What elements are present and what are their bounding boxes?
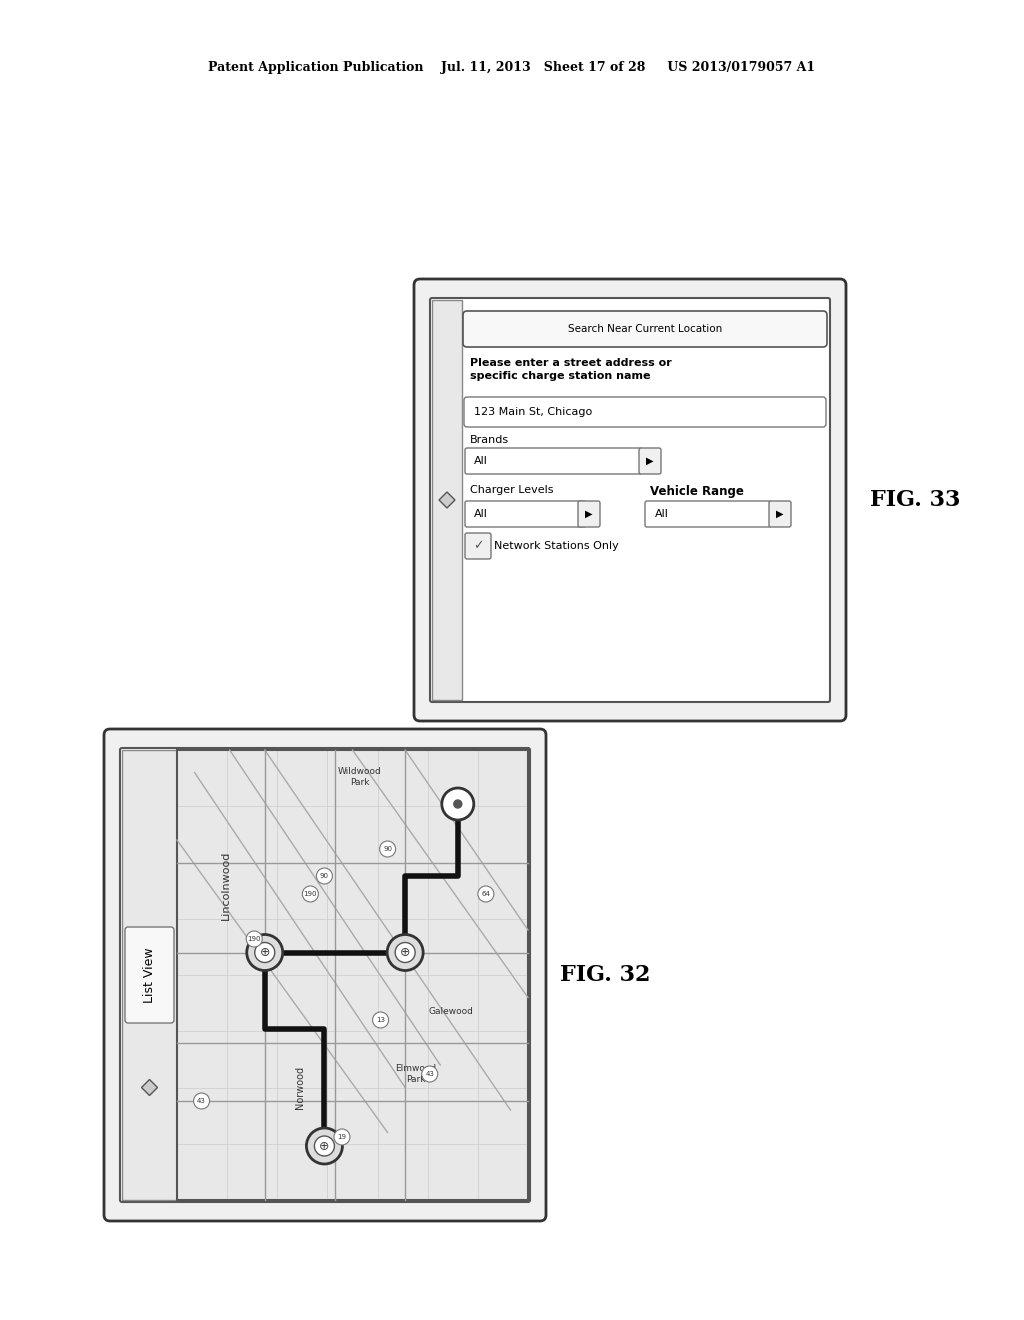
Text: ▶: ▶: [646, 455, 653, 466]
Text: ⊕: ⊕: [400, 946, 411, 960]
Circle shape: [478, 886, 494, 902]
Text: Galewood: Galewood: [428, 1006, 473, 1015]
FancyBboxPatch shape: [104, 729, 546, 1221]
Circle shape: [255, 942, 274, 962]
Circle shape: [306, 1129, 342, 1164]
Circle shape: [314, 1137, 335, 1156]
Text: Wildwood
Park: Wildwood Park: [338, 767, 381, 787]
Text: ✓: ✓: [473, 540, 483, 553]
Text: Network Stations Only: Network Stations Only: [494, 541, 618, 550]
Bar: [122, 750, 177, 1200]
Circle shape: [247, 935, 283, 970]
FancyBboxPatch shape: [769, 502, 791, 527]
Text: Charger Levels: Charger Levels: [470, 484, 554, 495]
Text: 123 Main St, Chicago: 123 Main St, Chicago: [474, 407, 592, 417]
FancyBboxPatch shape: [414, 279, 846, 721]
Text: ⊕: ⊕: [319, 1139, 330, 1152]
Text: 190: 190: [304, 891, 317, 898]
Text: Norwood: Norwood: [295, 1067, 305, 1109]
Text: 13: 13: [376, 1016, 385, 1023]
FancyBboxPatch shape: [430, 298, 830, 702]
Text: 90: 90: [383, 846, 392, 851]
Text: Vehicle Range: Vehicle Range: [650, 484, 743, 498]
Text: All: All: [655, 510, 669, 519]
Circle shape: [380, 841, 395, 857]
FancyBboxPatch shape: [464, 397, 826, 426]
FancyBboxPatch shape: [465, 533, 490, 558]
Circle shape: [422, 1067, 437, 1082]
Bar: [177, 750, 528, 1200]
Polygon shape: [439, 492, 455, 508]
Bar: [177, 750, 528, 1200]
Text: 43: 43: [198, 1098, 206, 1104]
FancyBboxPatch shape: [578, 502, 600, 527]
Text: 90: 90: [319, 873, 329, 879]
Text: ⊕: ⊕: [259, 946, 270, 960]
Text: Patent Application Publication    Jul. 11, 2013   Sheet 17 of 28     US 2013/017: Patent Application Publication Jul. 11, …: [209, 62, 815, 74]
FancyBboxPatch shape: [465, 502, 586, 527]
Circle shape: [373, 1012, 388, 1028]
Text: 64: 64: [481, 891, 490, 898]
Text: ▶: ▶: [776, 510, 783, 519]
Text: FIG. 32: FIG. 32: [560, 964, 650, 986]
Text: Lincolnwood: Lincolnwood: [221, 850, 231, 920]
Text: Please enter a street address or
specific charge station name: Please enter a street address or specifi…: [470, 358, 672, 381]
Circle shape: [441, 788, 474, 820]
FancyBboxPatch shape: [639, 447, 662, 474]
Circle shape: [302, 886, 318, 902]
Bar: [432, 300, 462, 700]
FancyBboxPatch shape: [125, 927, 174, 1023]
Circle shape: [454, 800, 462, 808]
FancyBboxPatch shape: [463, 312, 827, 347]
Text: ▶: ▶: [586, 510, 593, 519]
FancyBboxPatch shape: [120, 748, 530, 1203]
Circle shape: [316, 869, 333, 884]
Circle shape: [246, 931, 262, 946]
Text: Search Near Current Location: Search Near Current Location: [568, 323, 722, 334]
Text: 43: 43: [425, 1071, 434, 1077]
Circle shape: [387, 935, 423, 970]
Circle shape: [194, 1093, 210, 1109]
Circle shape: [395, 942, 415, 962]
Text: All: All: [474, 510, 487, 519]
Text: All: All: [474, 455, 487, 466]
Polygon shape: [141, 1080, 158, 1096]
FancyBboxPatch shape: [465, 447, 642, 474]
Circle shape: [334, 1129, 350, 1144]
Text: List View: List View: [143, 948, 156, 1003]
Text: 19: 19: [338, 1134, 346, 1140]
Text: 190: 190: [248, 936, 261, 942]
Text: Brands: Brands: [470, 436, 509, 445]
Text: Elmwood
Park: Elmwood Park: [395, 1064, 436, 1084]
Text: FIG. 33: FIG. 33: [870, 488, 961, 511]
FancyBboxPatch shape: [645, 502, 771, 527]
